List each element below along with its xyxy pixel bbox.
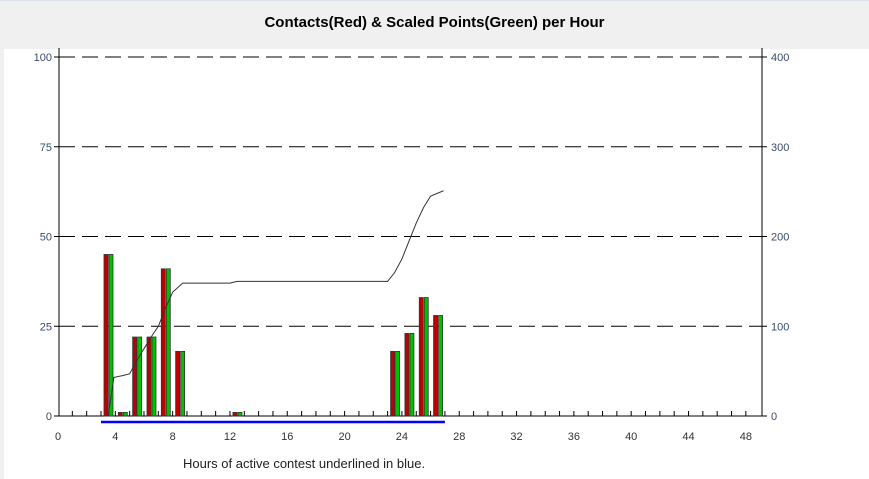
bar-points [180, 350, 186, 417]
x-tick-label: 48 [740, 431, 752, 443]
bar-points [151, 336, 157, 417]
cumulative-line [107, 190, 444, 417]
bar-points [137, 336, 143, 417]
title-bar: Contacts(Red) & Scaled Points(Green) per… [0, 0, 869, 49]
bar-points [395, 350, 400, 417]
y-tick-label-left: 75 [40, 142, 52, 154]
bar-contacts [146, 336, 152, 417]
x-tick-label: 40 [625, 431, 637, 443]
y-tick-label-right: 0 [771, 411, 777, 423]
left-border [0, 48, 4, 479]
bar-contacts [132, 336, 138, 417]
x-tick-label: 0 [55, 431, 61, 443]
y-tick-label-left: 25 [40, 321, 52, 333]
bar-points [122, 412, 128, 417]
bar-contacts [160, 268, 166, 417]
y-tick-label-left: 50 [40, 232, 52, 244]
x-axis-label: Hours of active contest underlined in bl… [183, 456, 425, 471]
bar-points [165, 268, 171, 417]
bar-points [438, 315, 443, 417]
chart-title: Contacts(Red) & Scaled Points(Green) per… [264, 14, 605, 31]
bar-contacts [117, 412, 123, 417]
x-tick-label: 24 [396, 431, 408, 443]
bar-points [423, 297, 429, 417]
x-tick-label: 16 [281, 431, 293, 443]
bar-contacts [404, 333, 410, 417]
bar-points [108, 254, 114, 417]
y-tick-label-left: 100 [34, 52, 52, 64]
y-tick-label-right: 200 [771, 232, 789, 244]
x-tick-label: 20 [338, 431, 350, 443]
bar-contacts [390, 350, 395, 417]
y-tick-label-right: 400 [771, 52, 789, 64]
x-tick-label: 44 [682, 431, 694, 443]
y-tick-label-right: 300 [771, 142, 789, 154]
bar-contacts [103, 254, 109, 417]
bar-points [409, 333, 415, 417]
x-tick-label: 4 [112, 431, 118, 443]
bar-points [237, 412, 243, 417]
x-tick-label: 32 [510, 431, 522, 443]
x-tick-label: 12 [224, 431, 236, 443]
bar-contacts [418, 297, 424, 417]
y-tick-label-left: 0 [46, 411, 52, 423]
x-tick-label: 28 [453, 431, 465, 443]
x-tick-label: 36 [568, 431, 580, 443]
x-tick-label: 8 [170, 431, 176, 443]
y-tick-label-right: 100 [771, 321, 789, 333]
bar-contacts [232, 412, 238, 417]
bar-contacts [433, 315, 438, 417]
bar-contacts [175, 350, 181, 417]
